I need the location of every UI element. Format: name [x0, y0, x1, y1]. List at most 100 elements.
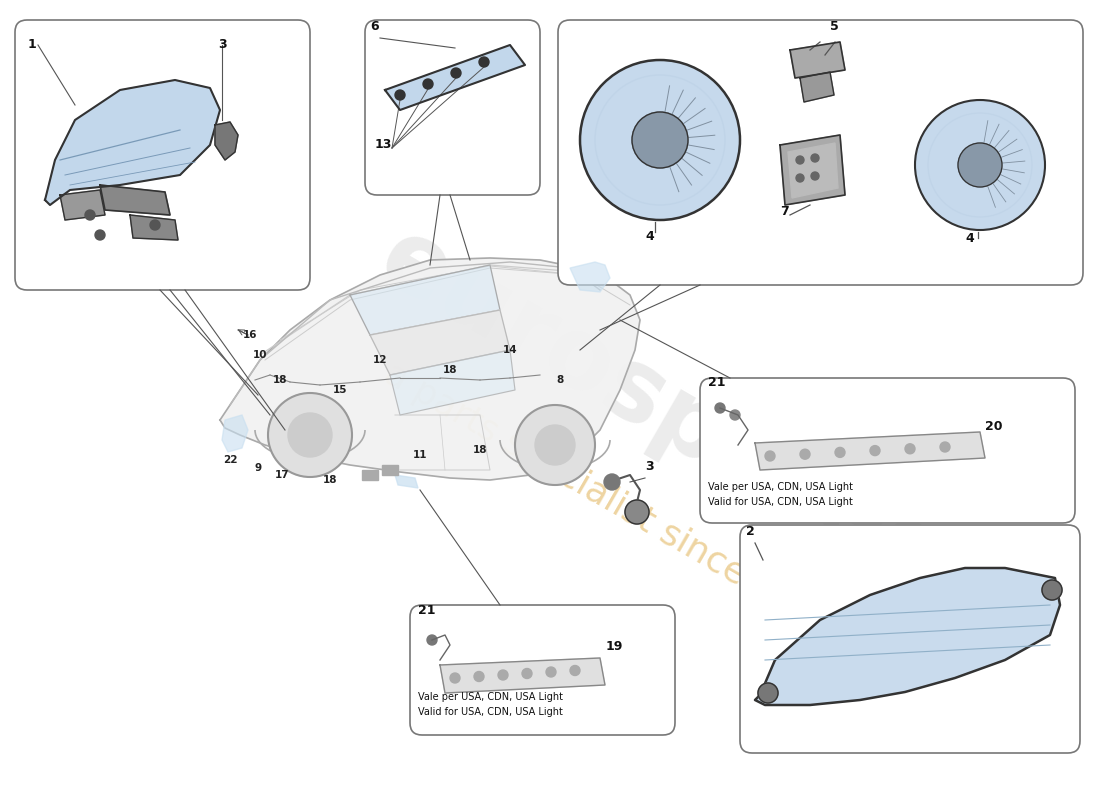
Circle shape	[580, 60, 740, 220]
Text: Vale per USA, CDN, USA Light: Vale per USA, CDN, USA Light	[708, 482, 852, 492]
Circle shape	[85, 210, 95, 220]
Circle shape	[905, 444, 915, 454]
Text: 17: 17	[275, 470, 289, 480]
FancyBboxPatch shape	[410, 605, 675, 735]
Circle shape	[730, 410, 740, 420]
Polygon shape	[788, 143, 838, 198]
Polygon shape	[220, 258, 640, 480]
Circle shape	[758, 683, 778, 703]
Text: 18: 18	[322, 475, 338, 485]
Polygon shape	[362, 470, 378, 480]
Text: 3: 3	[645, 460, 653, 473]
FancyBboxPatch shape	[700, 378, 1075, 523]
Circle shape	[632, 112, 688, 168]
Circle shape	[150, 220, 160, 230]
Text: 7: 7	[780, 205, 789, 218]
Circle shape	[395, 90, 405, 100]
Circle shape	[450, 673, 460, 683]
Polygon shape	[370, 310, 510, 375]
Circle shape	[835, 447, 845, 458]
Polygon shape	[350, 265, 500, 335]
Circle shape	[958, 143, 1002, 187]
Polygon shape	[755, 568, 1060, 705]
Polygon shape	[130, 215, 178, 240]
Circle shape	[604, 474, 620, 490]
FancyBboxPatch shape	[558, 20, 1084, 285]
Text: 9: 9	[254, 463, 262, 473]
Text: 14: 14	[503, 345, 517, 355]
Polygon shape	[214, 122, 238, 160]
Text: 10: 10	[253, 350, 267, 360]
Polygon shape	[755, 432, 984, 470]
Text: 21: 21	[418, 604, 436, 617]
Circle shape	[940, 442, 950, 452]
Text: 6: 6	[370, 20, 378, 33]
Polygon shape	[385, 45, 525, 110]
Text: 2: 2	[746, 525, 755, 538]
Text: 18: 18	[442, 365, 458, 375]
Polygon shape	[395, 475, 418, 488]
Circle shape	[764, 451, 776, 461]
FancyBboxPatch shape	[740, 525, 1080, 753]
Text: Valid for USA, CDN, USA Light: Valid for USA, CDN, USA Light	[708, 497, 852, 507]
Circle shape	[811, 154, 819, 162]
Polygon shape	[390, 350, 515, 415]
Circle shape	[811, 172, 819, 180]
Text: 5: 5	[830, 20, 838, 33]
Text: 20: 20	[984, 420, 1002, 433]
Circle shape	[535, 425, 575, 465]
Circle shape	[915, 100, 1045, 230]
Circle shape	[288, 413, 332, 457]
Polygon shape	[100, 185, 170, 215]
Text: 12: 12	[373, 355, 387, 365]
Circle shape	[796, 174, 804, 182]
Polygon shape	[780, 135, 845, 205]
Text: 15: 15	[332, 385, 348, 395]
Polygon shape	[382, 465, 398, 475]
Circle shape	[427, 635, 437, 645]
Text: 4: 4	[965, 232, 974, 245]
FancyBboxPatch shape	[365, 20, 540, 195]
Text: 18: 18	[273, 375, 287, 385]
Polygon shape	[790, 42, 845, 78]
Text: 13: 13	[375, 138, 393, 151]
Text: Vale per USA, CDN, USA Light: Vale per USA, CDN, USA Light	[418, 692, 563, 702]
Circle shape	[451, 68, 461, 78]
Circle shape	[796, 156, 804, 164]
Circle shape	[570, 666, 580, 675]
Text: 4: 4	[645, 230, 653, 243]
Circle shape	[474, 671, 484, 682]
Circle shape	[478, 57, 490, 67]
Circle shape	[870, 446, 880, 456]
Circle shape	[715, 403, 725, 413]
Polygon shape	[45, 80, 220, 205]
Circle shape	[268, 393, 352, 477]
Circle shape	[95, 230, 104, 240]
Text: 11: 11	[412, 450, 427, 460]
Polygon shape	[440, 658, 605, 693]
Circle shape	[515, 405, 595, 485]
Text: eurospares: eurospares	[362, 210, 958, 610]
Circle shape	[522, 669, 532, 678]
Text: 1: 1	[28, 38, 36, 51]
FancyBboxPatch shape	[15, 20, 310, 290]
Polygon shape	[800, 72, 834, 102]
Text: 18: 18	[473, 445, 487, 455]
Polygon shape	[222, 415, 248, 452]
Text: Valid for USA, CDN, USA Light: Valid for USA, CDN, USA Light	[418, 707, 563, 717]
Circle shape	[800, 450, 810, 459]
Circle shape	[424, 79, 433, 89]
Text: 22: 22	[222, 455, 238, 465]
Text: 8: 8	[557, 375, 563, 385]
Polygon shape	[60, 190, 104, 220]
Text: 3: 3	[218, 38, 227, 51]
Circle shape	[625, 500, 649, 524]
Text: 21: 21	[708, 376, 726, 389]
Text: 16: 16	[243, 330, 257, 340]
Text: 19: 19	[606, 640, 624, 653]
Circle shape	[546, 667, 556, 677]
Circle shape	[498, 670, 508, 680]
Text: a parts specialist since 1985: a parts specialist since 1985	[378, 357, 842, 643]
Circle shape	[1042, 580, 1062, 600]
Polygon shape	[570, 262, 611, 292]
